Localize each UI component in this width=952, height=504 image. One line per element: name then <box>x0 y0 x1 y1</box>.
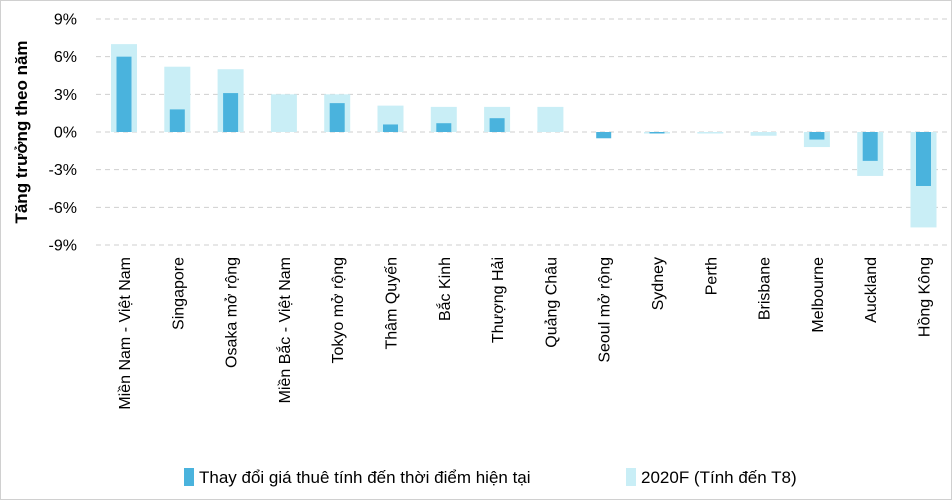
x-category-label: Bắc Kinh <box>435 257 454 321</box>
x-category-label: Miền Bắc - Việt Nam <box>275 257 294 403</box>
x-category-label: Quảng Châu <box>543 257 560 348</box>
legend-label-forecast: 2020F (Tính đến T8) <box>641 468 797 487</box>
x-category-label: Hồng Kông <box>917 257 934 337</box>
bar-current <box>489 118 505 132</box>
bar-current <box>862 132 878 161</box>
bar-current <box>383 124 398 132</box>
bar-current <box>916 132 931 186</box>
legend: Thay đổi giá thuê tính đến thời điểm hiệ… <box>184 468 797 487</box>
x-category-label: Brisbane <box>757 257 774 320</box>
bar-current <box>649 132 665 134</box>
x-category-label: Tokyo mở rộng <box>330 257 347 364</box>
y-tick-label: 6% <box>54 49 77 66</box>
legend-label-current: Thay đổi giá thuê tính đến thời điểm hiệ… <box>199 468 531 487</box>
x-category-label: Thâm Quyến <box>384 257 401 349</box>
bar-forecast <box>537 106 564 132</box>
x-category-label: Singapore <box>170 257 187 330</box>
x-category-label: Perth <box>703 257 720 295</box>
y-axis-label: Tăng trưởng theo năm <box>12 40 31 223</box>
bar-current <box>329 103 345 132</box>
bar-forecast <box>697 132 724 134</box>
y-tick-label: 0% <box>54 125 77 142</box>
legend-swatch-forecast <box>626 468 636 486</box>
bar-current <box>809 132 825 140</box>
y-tick-label: 9% <box>54 12 77 29</box>
x-category-label: Miền Nam - Việt Nam <box>117 257 134 410</box>
y-axis-ticks: 9% 6% 3% 0% -3% -6% -9% <box>49 12 77 255</box>
bar-forecast <box>750 132 777 136</box>
bar-current <box>116 56 132 132</box>
x-category-label: Melbourne <box>810 257 827 333</box>
bars <box>111 44 937 228</box>
x-category-label: Thượng Hải <box>490 257 507 343</box>
y-tick-label: 3% <box>54 87 77 104</box>
legend-swatch-current <box>184 468 194 486</box>
bar-current <box>596 132 612 139</box>
x-category-label: Osaka mở rộng <box>224 257 241 368</box>
y-tick-label: -3% <box>49 162 77 179</box>
x-category-label: Auckland <box>863 257 880 323</box>
x-category-label: Sydney <box>650 257 667 310</box>
x-category-label: Seoul mở rộng <box>597 257 614 363</box>
bar-current <box>223 93 239 132</box>
bar-current <box>436 123 452 132</box>
y-tick-label: -9% <box>49 238 77 255</box>
y-tick-label: -6% <box>49 200 77 217</box>
x-axis-categories: Miền Nam - Việt Nam Singapore Osaka mở rộn… <box>117 257 934 410</box>
bar-forecast <box>270 94 297 132</box>
bar-current <box>169 109 185 132</box>
